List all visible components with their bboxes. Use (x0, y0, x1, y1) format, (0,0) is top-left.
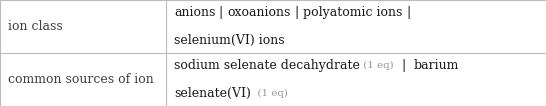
Text: sodium selenate decahydrate: sodium selenate decahydrate (174, 59, 360, 72)
Text: common sources of ion: common sources of ion (8, 73, 154, 86)
Text: oxoanions: oxoanions (228, 6, 291, 19)
Text: |: | (291, 6, 303, 19)
Text: polyatomic ions: polyatomic ions (303, 6, 402, 19)
Text: barium: barium (414, 59, 459, 72)
Text: ion class: ion class (8, 20, 63, 33)
Text: |: | (215, 6, 228, 19)
Text: |: | (402, 6, 411, 19)
Text: (1 eq): (1 eq) (360, 61, 394, 70)
Text: selenate(VI): selenate(VI) (174, 87, 251, 100)
Text: |: | (394, 59, 414, 72)
Text: selenium(VI) ions: selenium(VI) ions (174, 34, 284, 47)
Text: anions: anions (174, 6, 215, 19)
Text: (1 eq): (1 eq) (251, 89, 288, 98)
